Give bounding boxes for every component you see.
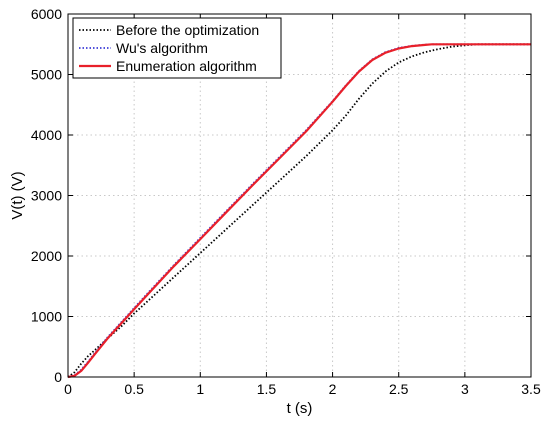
legend-label-1: Wu's algorithm [116,40,208,56]
x-axis-label: t (s) [287,400,313,417]
y-tick-label: 6000 [31,6,62,22]
legend-label-0: Before the optimization [116,22,259,38]
series-line-2 [67,43,531,379]
y-tick-label: 1000 [31,309,62,325]
x-tick-label: 3.5 [521,381,541,397]
y-tick-label: 2000 [31,248,62,264]
y-tick-label: 3000 [31,188,62,204]
y-tick-label: 0 [54,369,62,385]
y-tick-label: 4000 [31,127,62,143]
x-tick-label: 3 [461,381,469,397]
x-tick-label: 2.5 [389,381,409,397]
axis-ticks: 0 0.5 1 1.5 2 2.5 3 3.5 0 1000 2000 3000 4000 5000 600… [31,6,541,397]
x-tick-label: 1 [196,381,204,397]
y-axis-label: V(t) (V) [9,171,26,219]
x-tick-label: 0 [64,381,72,397]
x-tick-label: 2 [329,381,337,397]
y-tick-label: 5000 [31,67,62,83]
plot-series [67,43,531,379]
x-tick-label: 1.5 [257,381,277,397]
series-line-0 [67,43,531,378]
x-tick-label: 0.5 [124,381,144,397]
legend-label-2: Enumeration algorithm [116,58,257,74]
legend: Before the optimization Wu's algorithm Enu… [72,17,282,79]
